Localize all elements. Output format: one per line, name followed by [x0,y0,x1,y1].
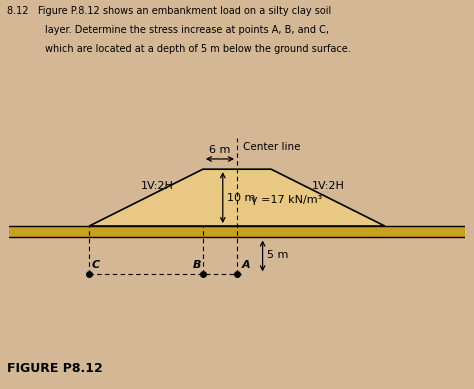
Text: 10 m: 10 m [227,193,255,203]
Text: 5 m: 5 m [266,249,288,259]
Text: B: B [192,261,201,270]
Text: γ =17 kN/m³: γ =17 kN/m³ [251,196,322,205]
Text: FIGURE P8.12: FIGURE P8.12 [7,363,103,375]
Text: layer. Determine the stress increase at points A, B, and C,: layer. Determine the stress increase at … [45,25,329,35]
Text: 6 m: 6 m [209,145,231,155]
Polygon shape [0,226,474,237]
Text: 1V:2H: 1V:2H [141,181,174,191]
Text: 8.12   Figure P.8.12 shows an embankment load on a silty clay soil: 8.12 Figure P.8.12 shows an embankment l… [7,6,331,16]
Text: C: C [92,261,100,270]
Text: A: A [242,261,250,270]
Polygon shape [89,169,385,226]
Text: 1V:2H: 1V:2H [311,181,345,191]
Text: Center line: Center line [243,142,300,152]
Text: which are located at a depth of 5 m below the ground surface.: which are located at a depth of 5 m belo… [45,44,351,54]
